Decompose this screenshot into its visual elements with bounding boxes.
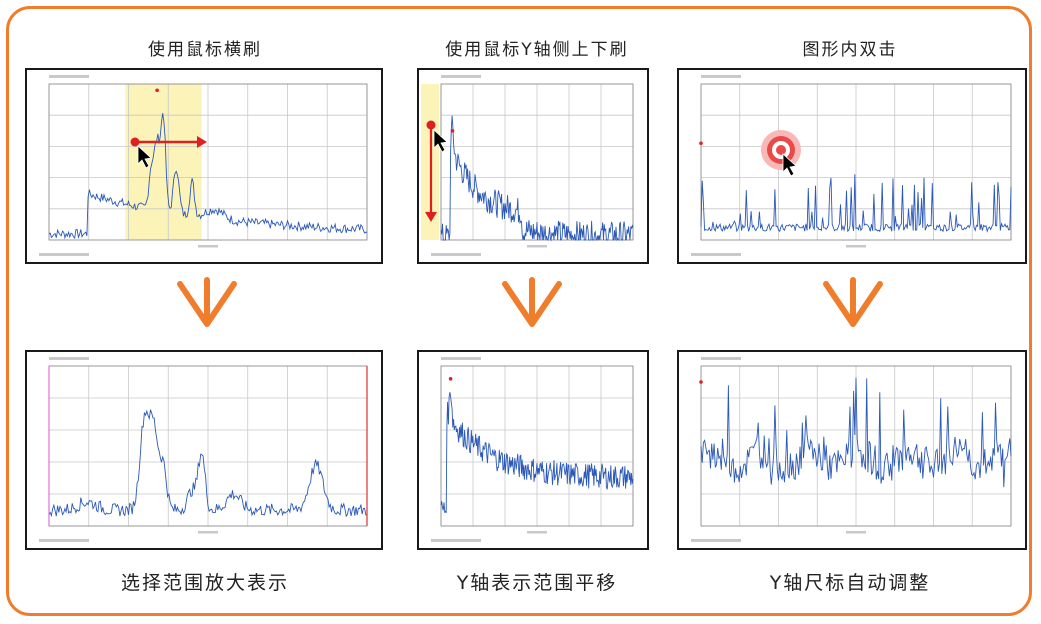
spectrum-plot [39,75,368,256]
chart-zoomed-result [25,350,383,550]
caption-zoom-result: 选择范围放大表示 [120,572,289,594]
chart-double-click[interactable] [677,68,1027,264]
flow-arrow-down-icon [502,277,562,327]
caption-double-click: 图形内双击 [802,40,898,60]
flow-arrow-down-icon [823,277,883,327]
double-click-target-icon [761,130,801,177]
spectrum-plot [431,357,634,542]
chart-shifted-result [417,350,649,550]
cursor-icon [433,129,448,153]
flow-arrow-down-icon [177,277,237,327]
spectrum-plot [691,357,1012,542]
chart-horizontal-drag[interactable] [25,68,383,264]
spectrum-plot [39,357,368,542]
caption-vertical-drag: 使用鼠标Y轴侧上下刷 [445,40,629,60]
cursor-icon [137,145,152,169]
caption-shift-result: Y轴表示范围平移 [456,572,618,594]
caption-autoscale-result: Y轴尺标自动调整 [769,572,931,594]
caption-horizontal-drag: 使用鼠标横刷 [148,40,262,60]
outer-frame [6,6,1032,616]
chart-vertical-drag[interactable] [417,68,649,264]
spectrum-plot [421,75,634,256]
chart-autoscaled-result [677,350,1027,550]
spectrum-plot [691,75,1012,256]
